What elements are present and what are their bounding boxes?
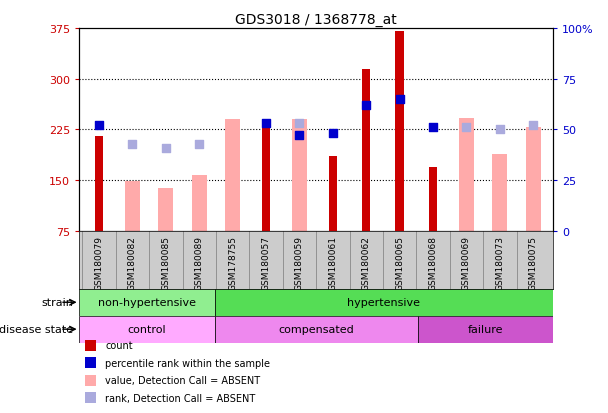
Bar [492, 155, 507, 231]
Point [295, 133, 305, 140]
Text: GSM180057: GSM180057 [261, 236, 271, 291]
Bar [158, 189, 173, 231]
Text: disease state: disease state [0, 324, 73, 335]
Point [395, 96, 404, 103]
Bar [292, 120, 307, 231]
Point [495, 127, 505, 133]
Text: control: control [128, 324, 166, 335]
Bar [95, 137, 103, 231]
Text: compensated: compensated [278, 324, 354, 335]
Point [328, 131, 337, 138]
Bar [429, 167, 437, 231]
Bar [362, 69, 370, 231]
Bar [79, 316, 215, 343]
Bar [262, 120, 270, 231]
Bar [418, 316, 553, 343]
Text: non-hypertensive: non-hypertensive [98, 297, 196, 308]
Text: GSM180069: GSM180069 [462, 236, 471, 291]
Bar [79, 289, 215, 316]
Point [128, 141, 137, 147]
Text: hypertensive: hypertensive [347, 297, 420, 308]
Bar [125, 182, 140, 231]
Bar [215, 289, 553, 316]
Bar [459, 119, 474, 231]
Bar [526, 128, 541, 231]
Text: GSM180062: GSM180062 [362, 236, 371, 291]
Text: GSM180073: GSM180073 [496, 236, 505, 291]
Text: GSM180068: GSM180068 [429, 236, 438, 291]
Text: value, Detection Call = ABSENT: value, Detection Call = ABSENT [105, 375, 260, 385]
Text: GSM180085: GSM180085 [161, 236, 170, 291]
Text: GSM180059: GSM180059 [295, 236, 304, 291]
Point [195, 141, 204, 147]
Bar [215, 316, 418, 343]
Text: GSM180082: GSM180082 [128, 236, 137, 291]
Text: GSM178755: GSM178755 [228, 236, 237, 291]
Title: GDS3018 / 1368778_at: GDS3018 / 1368778_at [235, 12, 397, 26]
Point [461, 125, 471, 131]
Bar [329, 157, 337, 231]
Text: GSM180089: GSM180089 [195, 236, 204, 291]
Text: GSM180061: GSM180061 [328, 236, 337, 291]
Text: rank, Detection Call = ABSENT: rank, Detection Call = ABSENT [105, 393, 255, 403]
Bar [192, 175, 207, 231]
Text: count: count [105, 341, 133, 351]
Point [161, 145, 171, 152]
Point [261, 121, 271, 127]
Text: GSM180065: GSM180065 [395, 236, 404, 291]
Point [295, 121, 305, 127]
Text: strain: strain [41, 297, 73, 308]
Point [528, 123, 538, 129]
Text: percentile rank within the sample: percentile rank within the sample [105, 358, 270, 368]
Text: GSM180079: GSM180079 [95, 236, 103, 291]
Point [428, 125, 438, 131]
Bar [395, 32, 404, 231]
Point [94, 123, 104, 129]
Bar [225, 120, 240, 231]
Text: failure: failure [468, 324, 503, 335]
Point [361, 102, 371, 109]
Text: GSM180075: GSM180075 [529, 236, 537, 291]
